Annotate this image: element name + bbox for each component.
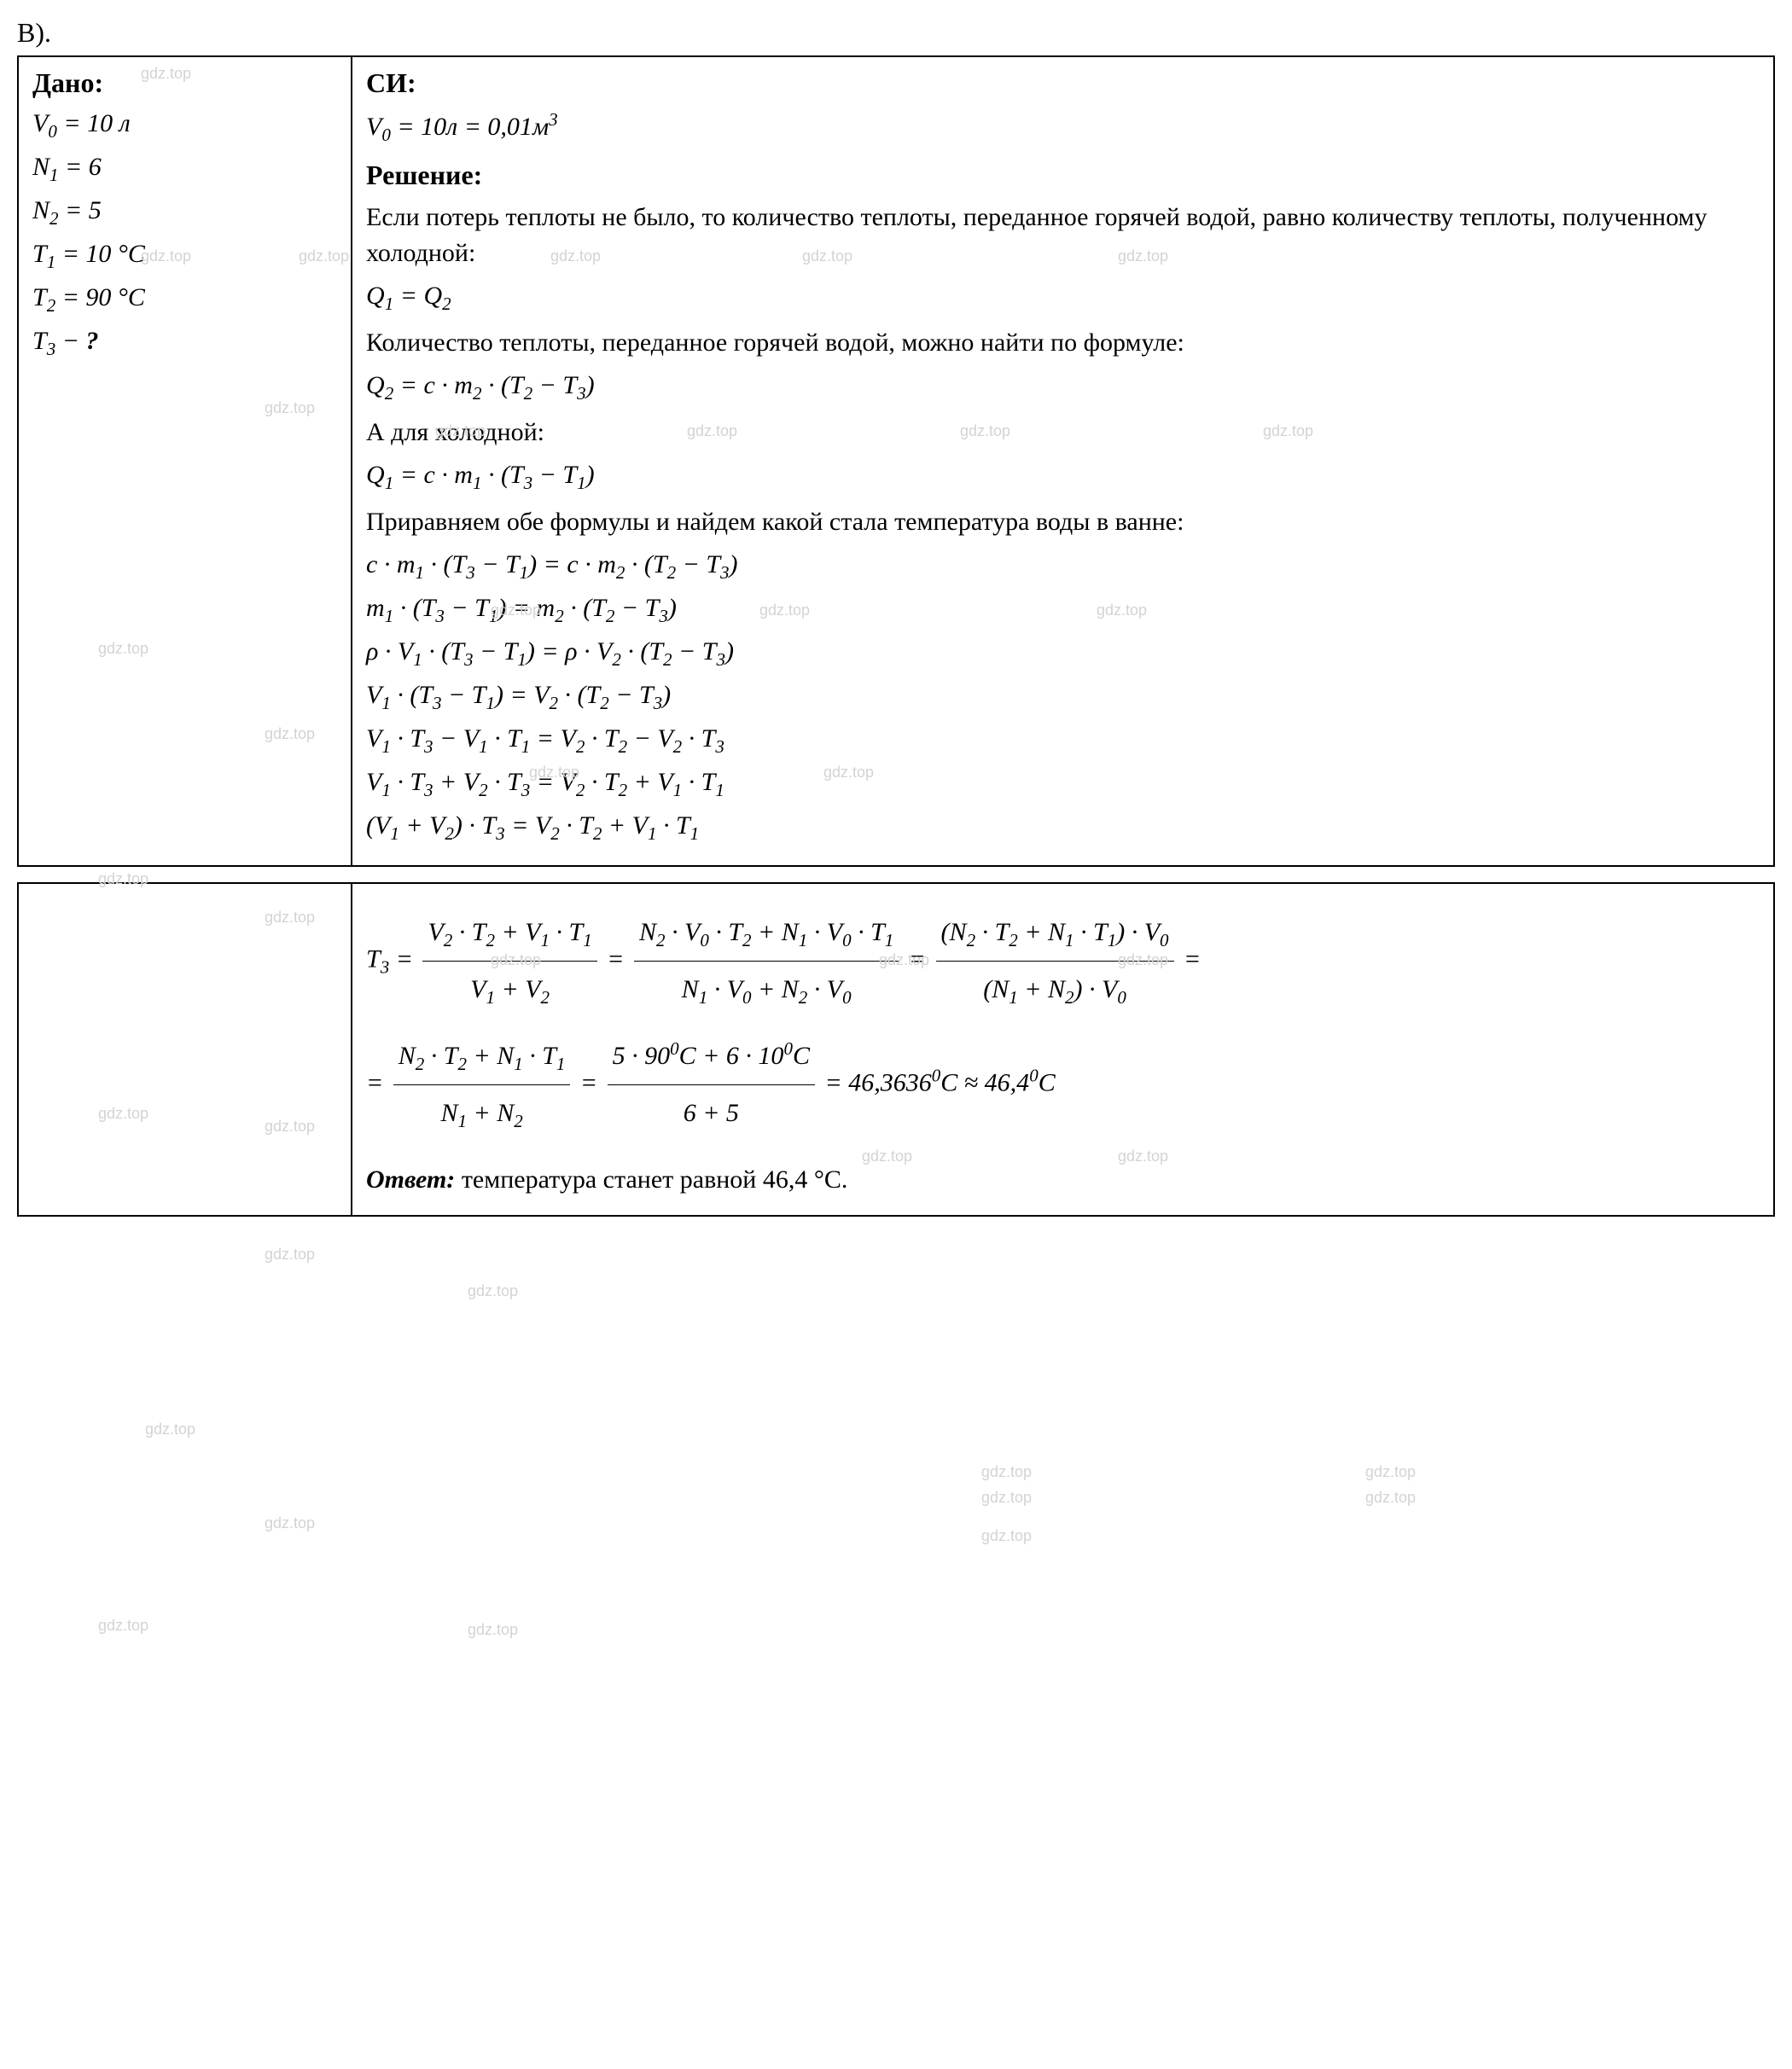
eq-step3: ρ · V1 · (T3 − T1) = ρ · V2 · (T2 − T3): [366, 637, 1760, 671]
solution-header: Решение:: [366, 160, 1760, 191]
watermark-text: gdz.top: [98, 1617, 148, 1635]
watermark-text: gdz.top: [1365, 1489, 1416, 1507]
given-t1: T1 = 10 °C: [32, 240, 337, 273]
solution-intro: Если потерь теплоты не было, то количест…: [366, 200, 1760, 271]
text-cold-water: А для холодной:: [366, 415, 1760, 450]
solution-cell: СИ: V0 = 10л = 0,01м3 Решение: Если поте…: [352, 56, 1774, 866]
page-label: В).: [17, 17, 1775, 49]
watermark-text: gdz.top: [981, 1489, 1032, 1507]
eq-step4: V1 · (T3 − T1) = V2 · (T2 − T3): [366, 681, 1760, 714]
continuation-cell: T3 = V2 · T2 + V1 · T1V1 + V2 = N2 · V0 …: [352, 883, 1774, 1216]
solution-table-main: Дано: V0 = 10 л N1 = 6 N2 = 5 T1 = 10 °C…: [17, 55, 1775, 867]
text-equate: Приравняем обе формулы и найдем какой ст…: [366, 504, 1760, 540]
watermark-text: gdz.top: [265, 1514, 315, 1532]
eq-q2: Q2 = c · m2 · (T2 − T3): [366, 371, 1760, 404]
given-header: Дано:: [32, 67, 337, 99]
eq-step5: V1 · T3 − V1 · T1 = V2 · T2 − V2 · T3: [366, 724, 1760, 758]
given-n1: N1 = 6: [32, 153, 337, 186]
given-cell: Дано: V0 = 10 л N1 = 6 N2 = 5 T1 = 10 °C…: [18, 56, 352, 866]
watermark-text: gdz.top: [981, 1463, 1032, 1481]
watermark-text: gdz.top: [265, 1246, 315, 1264]
given-t2: T2 = 90 °C: [32, 283, 337, 317]
page-container: В). Дано: V0 = 10 л N1 = 6 N2 = 5 T1 = 1…: [17, 17, 1775, 1217]
eq-q1-q2: Q1 = Q2: [366, 282, 1760, 315]
given-t3: T3 − ?: [32, 327, 337, 360]
watermark-text: gdz.top: [981, 1527, 1032, 1545]
eq-step6: V1 · T3 + V2 · T3 = V2 · T2 + V1 · T1: [366, 768, 1760, 801]
text-hot-water: Количество теплоты, переданное горячей в…: [366, 325, 1760, 361]
solution-table-continuation: T3 = V2 · T2 + V1 · T1V1 + V2 = N2 · V0 …: [17, 882, 1775, 1217]
eq-t3-derivation: T3 = V2 · T2 + V1 · T1V1 + V2 = N2 · V0 …: [366, 904, 1760, 1018]
answer-line: Ответ: температура станет равной 46,4 °C…: [366, 1162, 1760, 1198]
watermark-text: gdz.top: [1365, 1463, 1416, 1481]
empty-given-cell: [18, 883, 352, 1216]
given-n2: N2 = 5: [32, 196, 337, 230]
watermark-text: gdz.top: [468, 1282, 518, 1300]
answer-text: температура станет равной 46,4 °C.: [455, 1165, 847, 1194]
eq-step2: m1 · (T3 − T1) = m2 · (T2 − T3): [366, 594, 1760, 627]
eq-t3-numeric: = N2 · T2 + N1 · T1N1 + N2 = 5 · 900C + …: [366, 1028, 1760, 1142]
given-v0: V0 = 10 л: [32, 109, 337, 142]
eq-q1: Q1 = c · m1 · (T3 − T1): [366, 461, 1760, 494]
eq-step7: (V1 + V2) · T3 = V2 · T2 + V1 · T1: [366, 811, 1760, 845]
si-header: СИ:: [366, 67, 1760, 99]
watermark-text: gdz.top: [145, 1421, 195, 1438]
eq-step1: c · m1 · (T3 − T1) = c · m2 · (T2 − T3): [366, 550, 1760, 584]
answer-label: Ответ:: [366, 1165, 455, 1194]
si-conversion: V0 = 10л = 0,01м3: [366, 109, 1760, 146]
watermark-text: gdz.top: [468, 1621, 518, 1639]
